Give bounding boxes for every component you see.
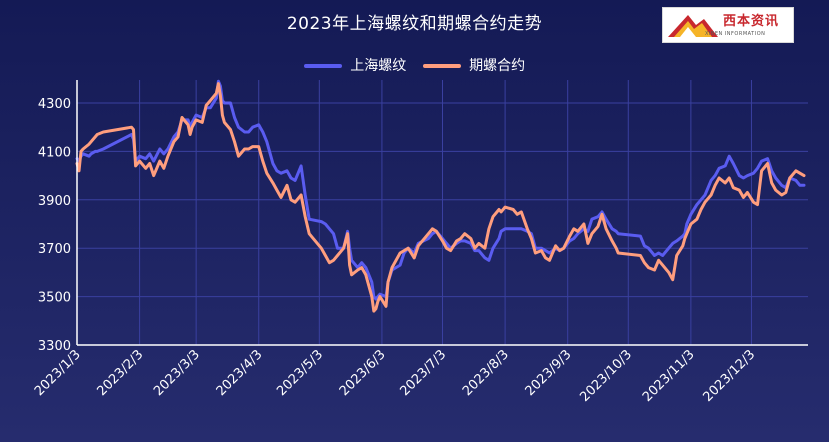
series-line-1 [75, 79, 806, 301]
legend-swatch-series-1 [303, 64, 342, 68]
x-tick-label: 2023/11/3 [640, 347, 698, 405]
grid-lines [77, 80, 808, 345]
logo-subtext: XIBEN INFORMATION [705, 31, 766, 37]
x-tick-label: 2023/4/3 [214, 347, 266, 399]
series-line-2 [75, 82, 806, 313]
series-lines [75, 79, 806, 313]
x-tick-label: 2023/7/3 [397, 347, 449, 399]
legend-swatch-series-2 [422, 64, 461, 68]
y-tick-label: 3300 [38, 339, 71, 354]
x-tick-label: 2023/12/3 [701, 347, 759, 405]
y-tick-label: 3900 [38, 194, 71, 209]
logo-mark-icon [668, 15, 718, 37]
x-tick-label: 2023/9/3 [523, 347, 575, 399]
y-axis-ticks: 3300 3500 3700 3900 4100 4300 [38, 97, 71, 354]
legend-label-series-2: 期螺合约 [469, 58, 526, 74]
y-tick-label: 3700 [38, 242, 71, 257]
x-tick-label: 2023/1/3 [32, 347, 84, 399]
legend-item-series-2[interactable]: 期螺合约 [422, 55, 526, 75]
y-tick-label: 4300 [38, 97, 71, 112]
x-axis-ticks: 2023/1/3 2023/2/3 2023/3/3 2023/4/3 2023/5/3… [32, 347, 758, 405]
xiben-logo: 西本资讯 XIBEN INFORMATION [662, 7, 794, 43]
y-tick-label: 4100 [38, 145, 71, 160]
x-tick-label: 2023/6/3 [337, 347, 389, 399]
x-tick-label: 2023/3/3 [151, 347, 203, 399]
legend: 上海螺纹 期螺合约 [0, 55, 829, 75]
legend-item-series-1[interactable]: 上海螺纹 [303, 55, 407, 75]
legend-label-series-1: 上海螺纹 [350, 58, 407, 74]
x-tick-label: 2023/5/3 [274, 347, 326, 399]
x-tick-label: 2023/2/3 [95, 347, 147, 399]
chart-title: 2023年上海螺纹和期螺合约走势 [286, 14, 543, 34]
x-tick-label: 2023/8/3 [460, 347, 512, 399]
x-tick-label: 2023/10/3 [577, 347, 635, 405]
logo-text: 西本资讯 [723, 14, 780, 29]
axes [76, 80, 808, 346]
y-tick-label: 3500 [38, 291, 71, 306]
